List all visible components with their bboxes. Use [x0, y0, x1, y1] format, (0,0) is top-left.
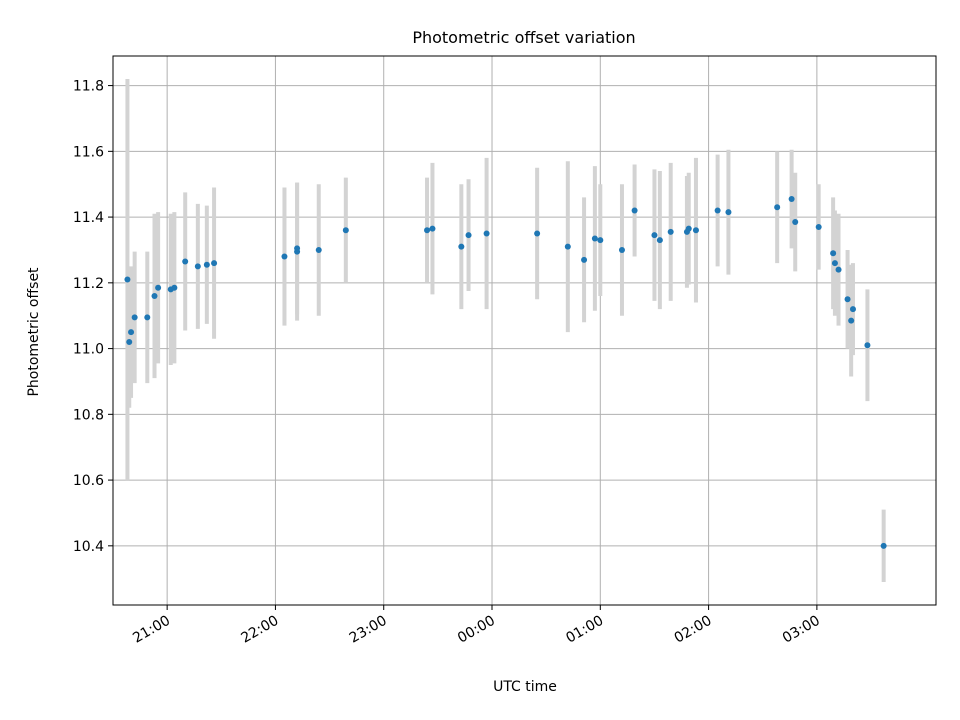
y-tick-label: 10.6: [73, 473, 104, 489]
data-point: [564, 243, 571, 250]
data-point: [424, 227, 431, 234]
data-point: [294, 245, 301, 252]
y-tick-label: 10.8: [73, 407, 104, 423]
data-point: [131, 314, 138, 321]
data-point: [194, 263, 201, 270]
data-point: [667, 228, 674, 235]
data-point: [458, 243, 465, 250]
data-point: [203, 261, 210, 268]
y-axis-label: Photometric offset: [26, 267, 42, 397]
data-point: [182, 258, 189, 265]
data-point: [788, 196, 795, 203]
data-point: [692, 227, 699, 234]
data-point: [618, 246, 625, 253]
data-point: [429, 225, 436, 232]
y-tick-label: 11.0: [73, 342, 104, 358]
data-point: [144, 314, 151, 321]
data-point: [581, 256, 588, 263]
x-tick-label: 00:00: [455, 613, 498, 647]
data-point: [465, 232, 472, 239]
x-tick-label: 01:00: [563, 613, 606, 647]
y-tick-label: 11.2: [73, 276, 104, 292]
data-point: [685, 225, 692, 232]
x-tick-label: 22:00: [238, 613, 281, 647]
y-tick-label: 11.8: [73, 79, 104, 95]
data-point: [651, 232, 658, 239]
x-tick-label: 03:00: [780, 613, 823, 647]
x-tick-label: 23:00: [347, 613, 390, 647]
error-bars: [125, 79, 886, 582]
data-point: [815, 223, 822, 230]
data-points: [124, 196, 887, 549]
data-point: [315, 246, 322, 253]
data-point: [534, 230, 541, 237]
data-point: [849, 306, 856, 313]
data-point: [656, 237, 663, 244]
data-point: [880, 542, 887, 549]
grid-lines: [113, 56, 936, 605]
y-tick-label: 10.4: [73, 539, 104, 555]
data-point: [774, 204, 781, 211]
plot-area-frame: [112, 55, 937, 606]
chart-title: Photometric offset variation: [412, 28, 635, 47]
data-point: [128, 329, 135, 336]
y-tick-label: 11.4: [73, 210, 104, 226]
data-point: [848, 317, 855, 324]
data-point: [714, 207, 721, 214]
data-point: [151, 292, 158, 299]
data-point: [864, 342, 871, 349]
data-point: [155, 284, 162, 291]
x-axis-label: UTC time: [493, 679, 557, 695]
data-point: [835, 266, 842, 273]
data-point: [342, 227, 349, 234]
data-point: [725, 209, 732, 216]
y-tick-label: 11.6: [73, 144, 104, 160]
x-tick-label: 21:00: [130, 613, 173, 647]
data-point: [597, 237, 604, 244]
data-point: [844, 296, 851, 303]
x-axis-ticks: 21:00 22:00 23:00 00:00 01:00 02:00 03:00: [130, 605, 823, 647]
x-tick-label: 02:00: [672, 613, 715, 647]
data-point: [124, 276, 131, 283]
data-point: [483, 230, 490, 237]
data-point: [631, 207, 638, 214]
data-point: [831, 260, 838, 267]
data-point: [171, 284, 178, 291]
data-point: [792, 219, 799, 226]
data-point: [211, 260, 218, 267]
data-point: [126, 339, 133, 346]
y-axis-ticks: 10.4 10.6 10.8 11.0 11.2 11.4 11.6 11.8: [73, 79, 113, 555]
data-point: [830, 250, 837, 257]
data-point: [281, 253, 288, 260]
data-point: [591, 235, 598, 242]
